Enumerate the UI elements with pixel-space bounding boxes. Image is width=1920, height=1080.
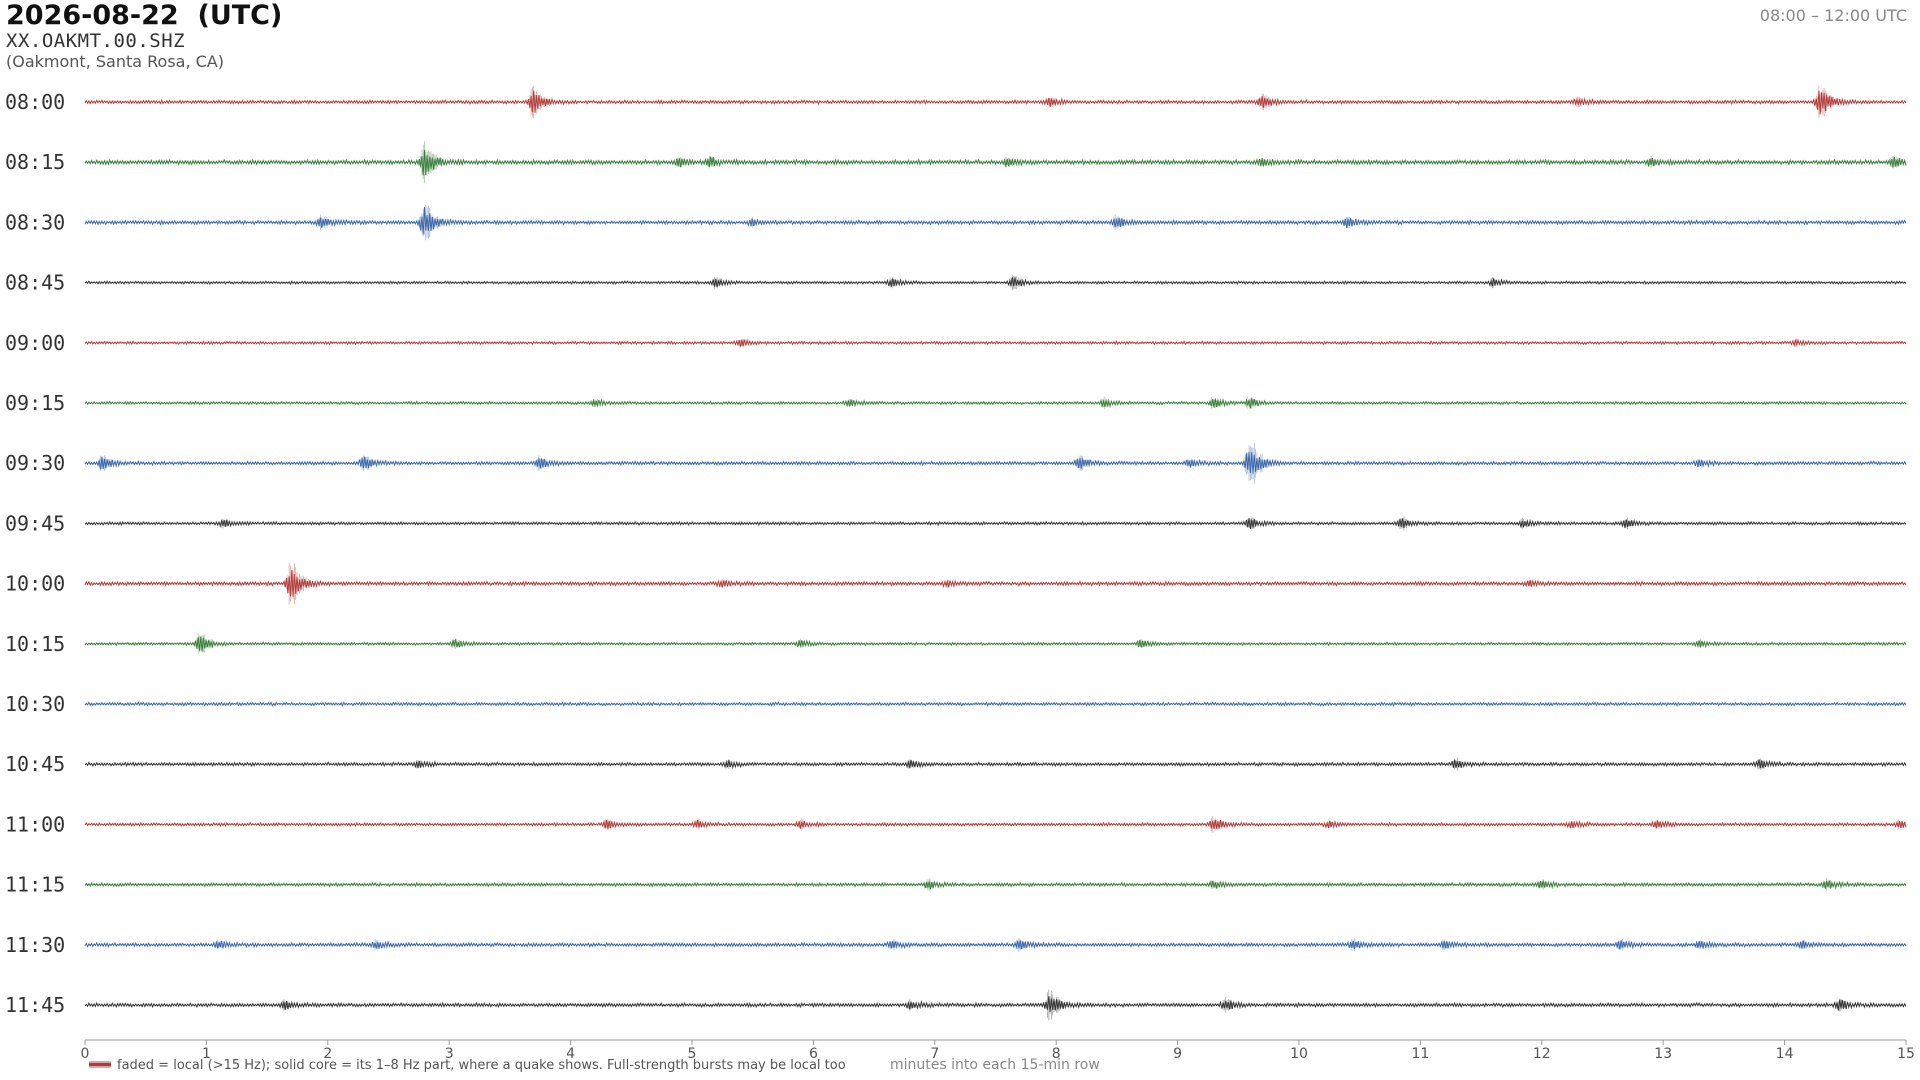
trace-row: 11:30: [5, 933, 1907, 957]
x-tick-label: 0: [81, 1046, 90, 1062]
station-location: (Oakmont, Santa Rosa, CA): [6, 52, 224, 71]
trace-row: 08:45: [5, 271, 1907, 295]
trace-row: 09:45: [5, 511, 1907, 535]
trace-core: [84, 701, 1907, 707]
row-time-label: 10:45: [5, 752, 65, 776]
trace-rows: 08:00 08:15 08:30 08:45 09:00 09:15 09:30 09:45…: [5, 85, 1907, 1021]
trace-row: 10:15: [5, 632, 1907, 656]
row-time-label: 09:30: [5, 451, 65, 475]
trace-row: 11:00: [5, 812, 1907, 836]
trace-row: 08:00: [5, 85, 1907, 119]
x-tick-label: 10: [1290, 1046, 1308, 1062]
row-time-label: 09:45: [5, 511, 65, 535]
time-range: 08:00 – 12:00 UTC: [1759, 6, 1907, 25]
trace-row: 09:15: [5, 391, 1907, 415]
trace-row: 09:30: [5, 442, 1907, 484]
trace-core: [84, 636, 1907, 652]
legend: faded = local (>15 Hz); solid core = its…: [89, 1058, 846, 1073]
trace-core: [84, 759, 1907, 770]
row-time-label: 08:15: [5, 150, 65, 174]
trace-core: [84, 940, 1907, 950]
trace-core: [84, 90, 1907, 115]
trace-faded-local: [737, 338, 1798, 348]
station-id: XX.OAKMT.00.SHZ: [6, 30, 186, 52]
row-time-label: 08:45: [5, 271, 65, 295]
x-tick-label: 3: [445, 1046, 454, 1062]
trace-core: [84, 996, 1907, 1013]
trace-core: [84, 398, 1907, 409]
trace-core: [84, 880, 1907, 890]
row-time-label: 11:30: [5, 933, 65, 957]
trace-faded-local: [603, 816, 1904, 833]
trace-core: [84, 338, 1907, 348]
trace-core: [84, 819, 1907, 829]
trace-row: 10:30: [5, 692, 1907, 716]
trace-faded-local: [195, 633, 1704, 655]
trace-core: [84, 207, 1907, 235]
row-time-label: 11:15: [5, 873, 65, 897]
trace-core: [84, 150, 1907, 176]
page-title: 2026-08-22 (UTC): [6, 0, 283, 31]
trace-core: [84, 451, 1907, 474]
trace-row: 11:15: [5, 873, 1907, 897]
trace-faded-local: [528, 85, 1838, 119]
x-tick-label: 6: [809, 1046, 818, 1062]
x-tick-label: 4: [566, 1046, 575, 1062]
x-tick-label: 15: [1897, 1046, 1915, 1062]
trace-row: 10:00: [5, 562, 1907, 605]
row-time-label: 08:30: [5, 210, 65, 234]
row-time-label: 10:00: [5, 572, 65, 596]
x-axis-label: minutes into each 15-min row: [890, 1057, 1100, 1073]
x-tick-label: 1: [202, 1046, 211, 1062]
trace-row: 09:00: [5, 331, 1907, 355]
x-axis: 0 1 2 3 4 5 6 7 8 9 10 11 12 13 14 15: [81, 1039, 1915, 1062]
trace-core: [84, 277, 1907, 288]
legend-swatch-core: [89, 1063, 111, 1066]
x-tick-label: 2: [323, 1046, 332, 1062]
x-tick-label: 12: [1533, 1046, 1551, 1062]
trace-row: 08:30: [5, 204, 1907, 241]
row-time-label: 10:15: [5, 632, 65, 656]
trace-core: [84, 518, 1907, 529]
x-tick-label: 13: [1654, 1046, 1672, 1062]
x-tick-label: 11: [1411, 1046, 1429, 1062]
x-tick-label: 9: [1173, 1046, 1182, 1062]
trace-row: 10:45: [5, 752, 1907, 776]
x-tick-label: 8: [1052, 1046, 1061, 1062]
row-time-label: 08:00: [5, 90, 65, 114]
row-time-label: 09:00: [5, 331, 65, 355]
x-tick-label: 5: [688, 1046, 697, 1062]
trace-row: 11:45: [5, 989, 1907, 1021]
row-time-label: 09:15: [5, 391, 65, 415]
x-tick-label: 7: [930, 1046, 939, 1062]
row-time-label: 10:30: [5, 692, 65, 716]
trace-core: [84, 570, 1907, 597]
row-time-label: 11:45: [5, 993, 65, 1017]
legend-text: faded = local (>15 Hz); solid core = its…: [117, 1058, 846, 1073]
row-time-label: 11:00: [5, 812, 65, 836]
x-tick-label: 14: [1776, 1046, 1794, 1062]
trace-row: 08:15: [5, 141, 1907, 184]
